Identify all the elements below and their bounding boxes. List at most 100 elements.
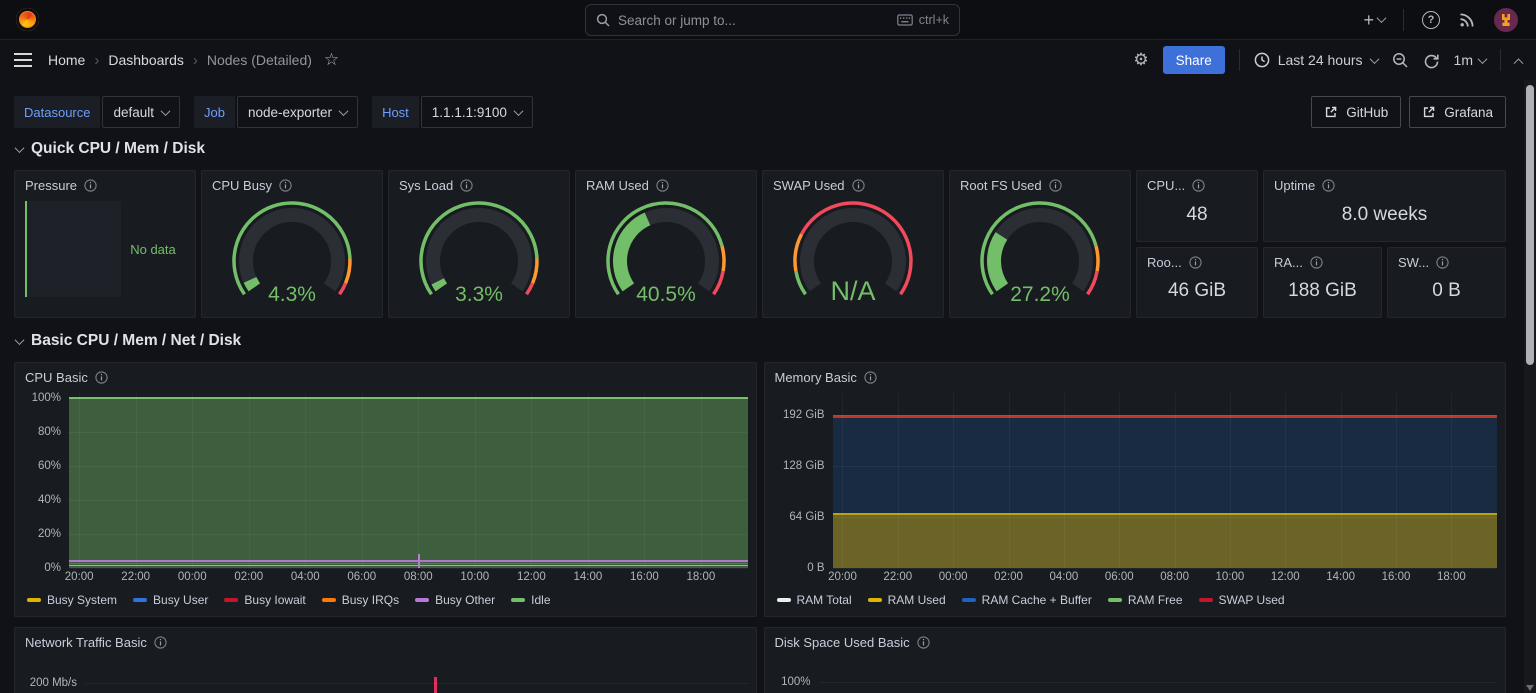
refresh-button[interactable] — [1423, 52, 1440, 69]
panel-title[interactable]: RA... — [1274, 255, 1303, 270]
cpu-basic-chart[interactable]: 100%80%60%40%20%0%20:0022:0000:0002:0004… — [23, 393, 748, 610]
kiosk-collapse-button[interactable] — [1515, 57, 1522, 64]
panel-title[interactable]: Memory Basic — [775, 370, 857, 385]
info-icon[interactable] — [279, 179, 292, 192]
legend-swatch-icon — [1108, 598, 1122, 602]
gridline — [1009, 393, 1010, 568]
panel-title[interactable]: CPU Busy — [212, 178, 272, 193]
news-rss-icon[interactable] — [1458, 11, 1476, 29]
scrollbar-thumb[interactable] — [1526, 85, 1534, 365]
refresh-interval-dropdown[interactable]: 1m — [1454, 52, 1486, 68]
dashboard-settings-button[interactable]: ⚙ — [1133, 50, 1148, 70]
chart-plot-area[interactable] — [85, 658, 748, 693]
variable-datasource-value[interactable]: default — [102, 96, 180, 128]
variable-host-value[interactable]: 1.1.1.1:9100 — [421, 96, 533, 128]
panel-title[interactable]: Roo... — [1147, 255, 1182, 270]
panel-title[interactable]: SWAP Used — [773, 178, 845, 193]
variable-job-value[interactable]: node-exporter — [237, 96, 358, 128]
zoom-out-button[interactable] — [1392, 52, 1409, 69]
info-icon[interactable] — [154, 636, 167, 649]
info-icon[interactable] — [1310, 256, 1323, 269]
legend-item[interactable]: Busy User — [133, 593, 208, 607]
x-axis-label: 16:00 — [1382, 571, 1411, 583]
gridline — [418, 393, 419, 568]
breadcrumb-home[interactable]: Home — [48, 52, 85, 68]
chart-plot-area[interactable] — [69, 393, 748, 568]
user-avatar[interactable] — [1494, 8, 1518, 32]
x-axis-label: 04:00 — [1049, 571, 1078, 583]
memory-basic-chart[interactable]: 192 GiB128 GiB64 GiB0 B20:0022:0000:0002… — [773, 393, 1498, 610]
quick-panels-row: Pressure No data CPU Busy 4.3% — [14, 170, 1506, 318]
legend-item[interactable]: Busy IRQs — [322, 593, 399, 607]
disk-space-chart[interactable]: 100% — [773, 658, 1498, 693]
panel-title[interactable]: CPU Basic — [25, 370, 88, 385]
section-quick-header[interactable]: Quick CPU / Mem / Disk — [16, 140, 1506, 158]
info-icon[interactable] — [917, 636, 930, 649]
info-icon[interactable] — [1192, 179, 1205, 192]
ram-used-gauge[interactable]: 40.5% — [576, 197, 756, 309]
variable-datasource-label[interactable]: Datasource — [14, 96, 100, 128]
info-icon[interactable] — [1049, 179, 1062, 192]
info-icon[interactable] — [460, 179, 473, 192]
y-axis-label: 192 GiB — [783, 409, 825, 421]
x-axis-label: 00:00 — [178, 571, 207, 583]
panel-title[interactable]: Network Traffic Basic — [25, 635, 147, 650]
search-placeholder: Search or jump to... — [618, 13, 889, 28]
legend-item[interactable]: Busy System — [27, 593, 117, 607]
legend-item[interactable]: RAM Total — [777, 593, 852, 607]
cpu-busy-gauge[interactable]: 4.3% — [202, 197, 382, 309]
pressure-chart-area[interactable]: No data — [15, 197, 195, 301]
info-icon[interactable] — [95, 371, 108, 384]
panel-title[interactable]: Sys Load — [399, 178, 453, 193]
panel-title[interactable]: CPU... — [1147, 178, 1185, 193]
breadcrumb-dashboards[interactable]: Dashboards — [108, 52, 184, 68]
variables-row: Datasource default Job node-exporter Hos… — [14, 96, 1506, 128]
stat-value: 188 GiB — [1264, 274, 1381, 318]
panel-title[interactable]: RAM Used — [586, 178, 649, 193]
info-icon[interactable] — [1436, 256, 1449, 269]
legend-item[interactable]: RAM Used — [868, 593, 946, 607]
gridline — [69, 466, 748, 467]
section-basic-header[interactable]: Basic CPU / Mem / Net / Disk — [16, 332, 1506, 350]
menu-toggle-button[interactable] — [14, 53, 32, 67]
time-range-picker[interactable]: Last 24 hours — [1254, 52, 1378, 68]
panel-title[interactable]: Uptime — [1274, 178, 1315, 193]
info-icon[interactable] — [656, 179, 669, 192]
series-area — [833, 514, 1498, 568]
info-icon[interactable] — [864, 371, 877, 384]
legend-item[interactable]: Busy Iowait — [224, 593, 305, 607]
panel-title[interactable]: Root FS Used — [960, 178, 1042, 193]
link-grafana-button[interactable]: Grafana — [1409, 96, 1506, 128]
sys-load-gauge[interactable]: 3.3% — [389, 197, 569, 309]
panel-swap-total: SW... 0 B — [1387, 247, 1506, 319]
scrollbar-down-arrow[interactable] — [1526, 685, 1534, 691]
legend-item[interactable]: SWAP Used — [1199, 593, 1285, 607]
variable-host-label[interactable]: Host — [372, 96, 419, 128]
panel-title[interactable]: Disk Space Used Basic — [775, 635, 910, 650]
new-menu-button[interactable]: + — [1363, 11, 1385, 29]
grafana-logo[interactable] — [16, 8, 39, 31]
keyboard-icon — [897, 14, 913, 26]
share-button[interactable]: Share — [1163, 46, 1225, 74]
network-traffic-chart[interactable]: 200 Mb/s — [23, 658, 748, 693]
panel-title[interactable]: Pressure — [25, 178, 77, 193]
search-input[interactable]: Search or jump to... ctrl+k — [585, 4, 960, 36]
link-github-button[interactable]: GitHub — [1311, 96, 1401, 128]
info-icon[interactable] — [852, 179, 865, 192]
panel-title[interactable]: SW... — [1398, 255, 1429, 270]
help-button[interactable]: ? — [1422, 11, 1440, 29]
chart-plot-area[interactable] — [819, 658, 1498, 693]
variable-job-label[interactable]: Job — [194, 96, 235, 128]
info-icon[interactable] — [84, 179, 97, 192]
legend-item[interactable]: RAM Free — [1108, 593, 1183, 607]
legend-item[interactable]: Idle — [511, 593, 550, 607]
favorite-star-button[interactable]: ☆ — [324, 50, 339, 70]
chart-plot-area[interactable] — [833, 393, 1498, 568]
swap-used-gauge[interactable]: N/A — [763, 197, 943, 309]
legend-item[interactable]: Busy Other — [415, 593, 495, 607]
legend-item[interactable]: RAM Cache + Buffer — [962, 593, 1092, 607]
gridline — [531, 393, 532, 568]
info-icon[interactable] — [1189, 256, 1202, 269]
info-icon[interactable] — [1322, 179, 1335, 192]
root-fs-used-gauge[interactable]: 27.2% — [950, 197, 1130, 309]
